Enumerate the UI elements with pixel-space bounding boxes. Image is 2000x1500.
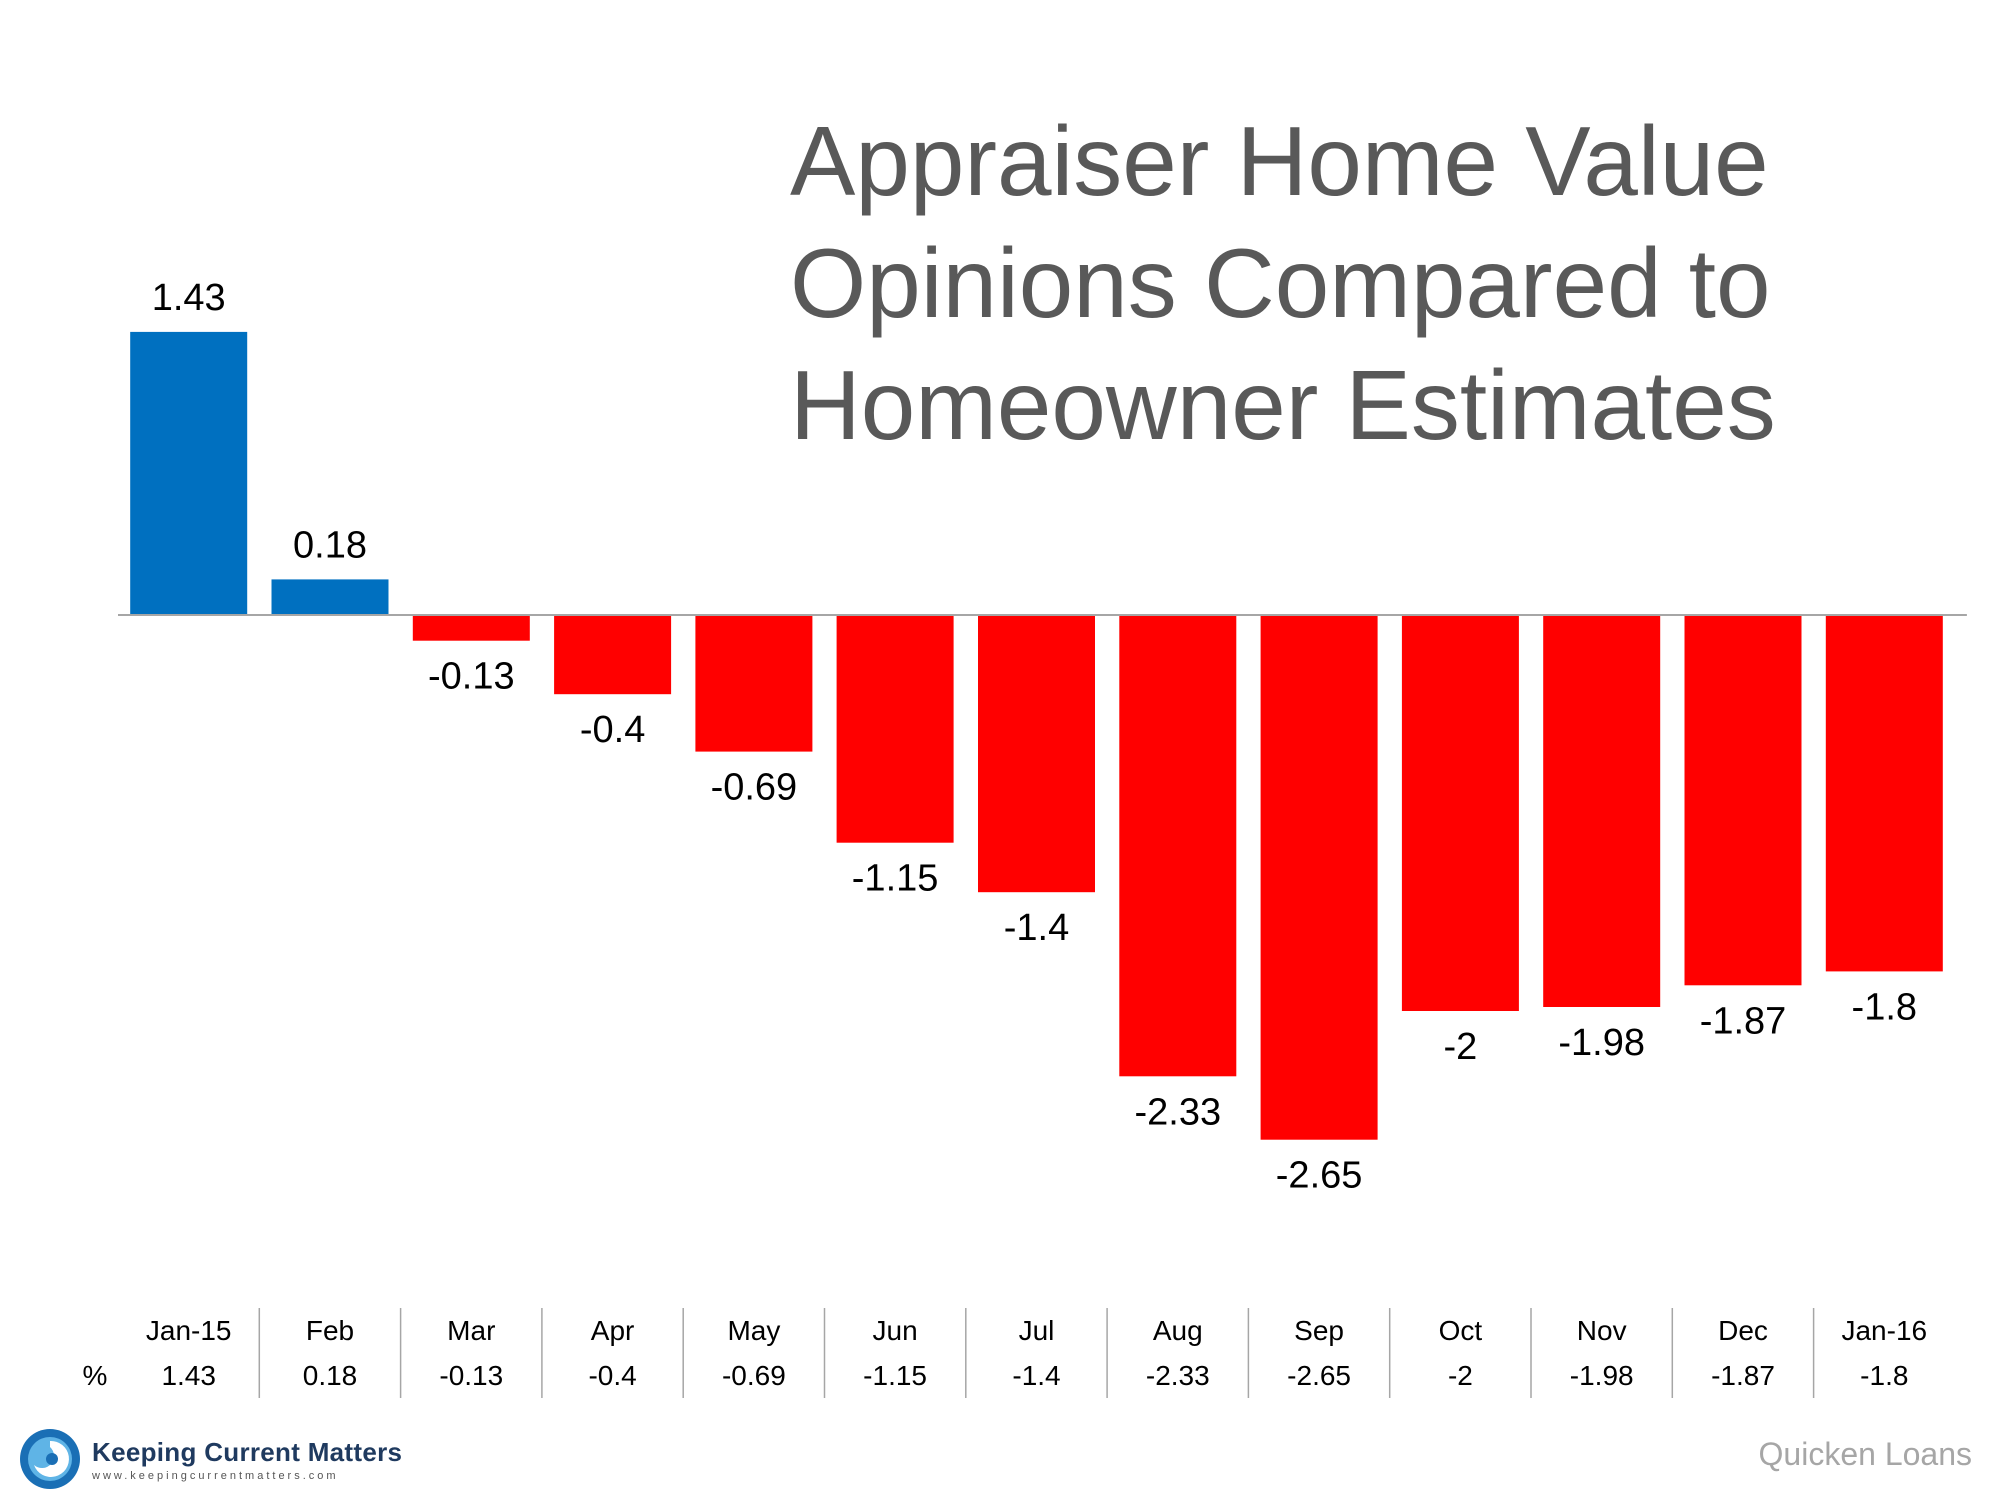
logo-name: Keeping Current Matters [92,1436,403,1467]
table-value: 1.43 [161,1360,216,1391]
tick-label: Jan-15 [146,1315,232,1346]
series-row-label: % [83,1360,108,1391]
data-label: -1.15 [852,858,939,900]
bar-apr [554,615,672,695]
tick-label: Dec [1718,1315,1768,1346]
tick-label: Feb [306,1315,354,1346]
bar-jul [978,615,1095,893]
swirl-logo-icon [20,1429,80,1489]
bar-sep [1260,615,1378,1140]
table-value: -1.87 [1711,1360,1775,1391]
data-label: -1.4 [1004,907,1069,949]
source-label: Quicken Loans [1758,1436,1972,1472]
data-label: -0.69 [711,767,798,809]
table-value: -0.69 [722,1360,786,1391]
kcm-logo: Keeping Current Matters www.keepingcurre… [18,1426,402,1492]
chart-title: Appraiser Home Value Opinions Compared t… [790,100,1810,466]
data-label: -1.87 [1700,1000,1787,1042]
tick-label: Aug [1153,1315,1203,1346]
bar-jan-16 [1825,615,1943,972]
tick-label: Apr [591,1315,635,1346]
table-value: -2.33 [1146,1360,1210,1391]
table-value: -2 [1448,1360,1473,1391]
tick-label: Mar [447,1315,495,1346]
bar-aug [1119,615,1237,1077]
table-value: -0.4 [588,1360,636,1391]
table-value: -0.13 [439,1360,503,1391]
tick-label: Nov [1577,1315,1627,1346]
bar-dec [1684,615,1802,986]
chart-title-line-3: Homeowner Estimates [790,350,1776,460]
bar-feb [271,579,389,615]
bar-mar [412,615,530,641]
data-label: -0.13 [428,656,515,698]
data-label: 1.43 [152,277,226,319]
tick-label: Jul [1019,1315,1055,1346]
tick-label: Jan-16 [1841,1315,1927,1346]
bar-may [695,615,813,752]
data-label: -1.98 [1558,1022,1645,1064]
tick-label: Sep [1294,1315,1344,1346]
bar-oct [1401,615,1519,1011]
bar-jan-15 [130,331,248,615]
data-label: -2.33 [1134,1091,1221,1133]
data-label: 0.18 [293,524,367,566]
chart-title-line-1: Appraiser Home Value [790,106,1769,216]
table-value: -1.98 [1570,1360,1634,1391]
tick-label: Jun [873,1315,918,1346]
table-value: -2.65 [1287,1360,1351,1391]
logo-url: www.keepingcurrentmatters.com [92,1469,339,1482]
table-value: -1.4 [1012,1360,1060,1391]
bar-nov [1543,615,1661,1007]
table-value: -1.15 [863,1360,927,1391]
data-label: -2 [1444,1026,1478,1068]
data-label: -0.4 [580,709,645,751]
tick-label: May [727,1315,780,1346]
table-value: 0.18 [303,1360,358,1391]
table-value: -1.8 [1860,1360,1908,1391]
data-label: -2.65 [1276,1155,1363,1197]
data-label: -1.8 [1852,986,1917,1028]
bar-jun [836,615,954,843]
chart-title-line-2: Opinions Compared to [790,228,1771,338]
tick-label: Oct [1439,1315,1483,1346]
